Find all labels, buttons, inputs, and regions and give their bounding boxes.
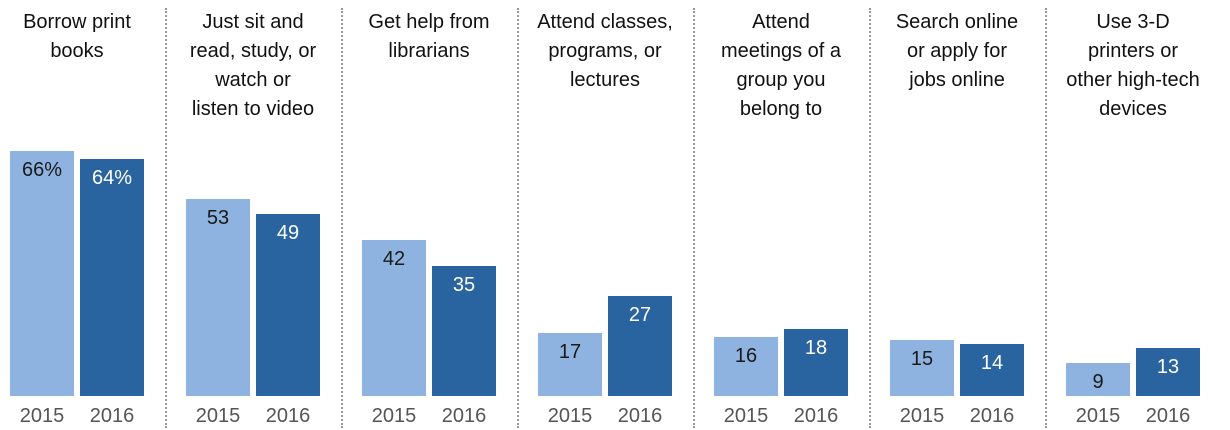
separator [165,8,167,428]
panel-title: Get help from [368,11,490,33]
panel-title: watch or [215,69,291,91]
value-label: 66% [21,159,63,182]
value-label: 18 [804,337,828,360]
panel-title: printers or [1087,40,1179,62]
bar [432,266,496,396]
year-label: 2016 [793,405,839,427]
panel-title: Borrow print [23,11,131,33]
year-label: 2015 [1075,405,1121,427]
panel-title: read, study, or [189,40,317,62]
bar [1136,347,1200,396]
value-label: 49 [276,222,300,245]
year-label: 2016 [265,405,311,427]
panel-title: programs, or [548,40,662,62]
bar [186,199,250,396]
bar [714,336,778,396]
value-label: 9 [1092,370,1104,393]
separator [341,8,343,428]
year-label: 2015 [899,405,945,427]
value-label: 13 [1156,355,1180,378]
bar [256,214,320,396]
panel-title: books [50,40,104,62]
value-label: 14 [980,352,1004,375]
year-label: 2015 [19,405,65,427]
panel-title: librarians [388,40,470,62]
panel-title: Use 3-D [1096,11,1170,33]
year-label: 2016 [1145,405,1191,427]
panel-title: Search online [895,11,1019,33]
separator [1045,8,1047,428]
bar [10,151,74,396]
year-label: 2015 [195,405,241,427]
panel-title: Attend [752,11,810,33]
panel-title: devices [1099,98,1167,120]
value-label: 42 [382,248,406,271]
year-label: 2016 [617,405,663,427]
value-label: 53 [206,207,230,230]
bar [608,295,672,396]
value-label: 16 [734,344,758,367]
panel-title: group you [736,69,826,91]
year-label: 2016 [441,405,487,427]
panel-title: or apply for [906,40,1008,62]
value-label: 15 [910,348,934,371]
panel-title: lectures [569,69,641,91]
year-label: 2015 [371,405,417,427]
panel-title: listen to video [191,98,315,120]
year-label: 2015 [547,405,593,427]
value-label: 64% [91,166,133,189]
bar [960,344,1024,396]
bar [538,332,602,396]
bar [1066,362,1130,396]
separator [693,8,695,428]
separator [869,8,871,428]
panel-title: meetings of a [720,40,842,62]
value-label: 35 [452,274,476,297]
year-label: 2015 [723,405,769,427]
value-label: 27 [628,303,652,326]
panel-title: Attend classes, [537,11,673,33]
value-label: 17 [558,340,582,363]
separator [517,8,519,428]
year-label: 2016 [969,405,1015,427]
bar [890,340,954,396]
panel-title: jobs online [909,69,1005,91]
panel-title: Just sit and [202,11,304,33]
panel-title: belong to [739,98,823,120]
bar [80,158,144,396]
year-label: 2016 [89,405,135,427]
bar [784,329,848,396]
bar [362,240,426,396]
panel-title: other high-tech [1066,69,1200,91]
